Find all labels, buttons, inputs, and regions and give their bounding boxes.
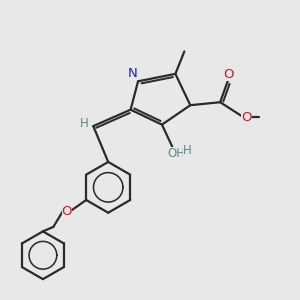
Text: N: N xyxy=(128,68,138,80)
Text: H: H xyxy=(183,143,192,157)
Text: O: O xyxy=(223,68,233,81)
Text: OH: OH xyxy=(167,147,185,160)
Text: H: H xyxy=(80,117,89,130)
Text: O: O xyxy=(61,205,72,218)
Text: O: O xyxy=(241,111,252,124)
